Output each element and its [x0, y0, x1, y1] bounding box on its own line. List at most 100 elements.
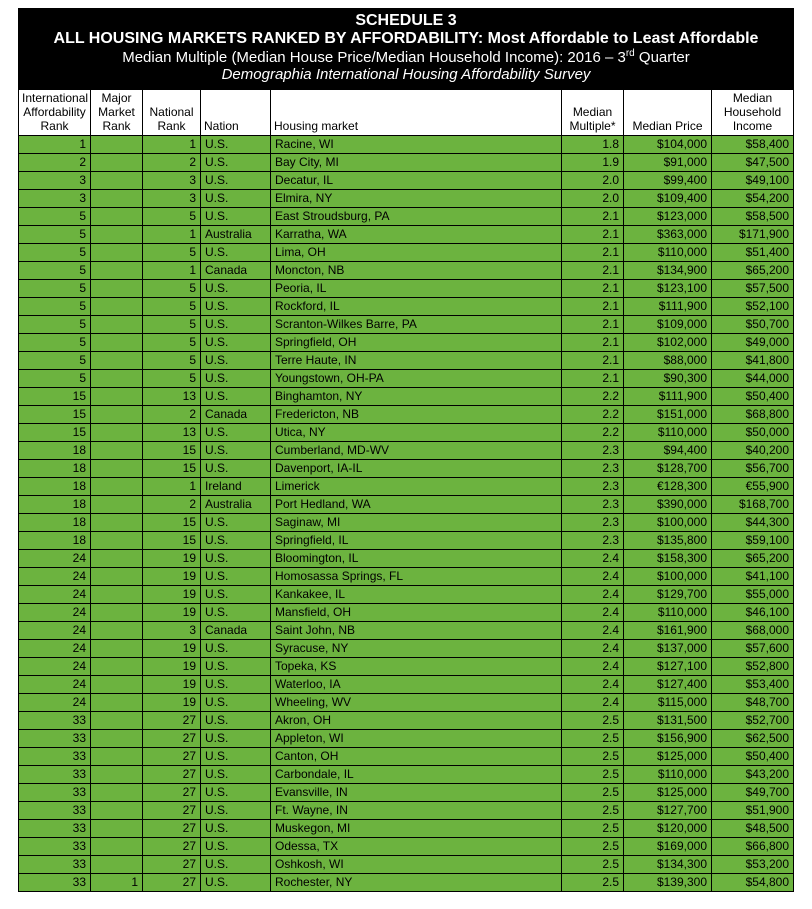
cell-nat: 5 — [143, 370, 201, 388]
cell-nation: U.S. — [201, 712, 271, 730]
cell-price: $127,700 — [624, 802, 712, 820]
cell-market: Carbondale, IL — [271, 766, 562, 784]
cell-price: $151,000 — [624, 406, 712, 424]
cell-nation: Canada — [201, 406, 271, 424]
cell-nation: U.S. — [201, 550, 271, 568]
table-row: 3327U.S.Oshkosh, WI2.5$134,300$53,200 — [19, 856, 794, 874]
table-row: 2419U.S.Topeka, KS2.4$127,100$52,800 — [19, 658, 794, 676]
cell-market: Elmira, NY — [271, 190, 562, 208]
cell-nation: U.S. — [201, 766, 271, 784]
cell-nat: 19 — [143, 658, 201, 676]
cell-nat: 27 — [143, 838, 201, 856]
cell-income: $49,100 — [712, 172, 794, 190]
cell-market: Karratha, WA — [271, 226, 562, 244]
cell-income: $51,400 — [712, 244, 794, 262]
cell-nation: U.S. — [201, 154, 271, 172]
table-row: 2419U.S.Wheeling, WV2.4$115,000$48,700 — [19, 694, 794, 712]
cell-major — [91, 244, 143, 262]
cell-price: $111,900 — [624, 298, 712, 316]
cell-nat: 15 — [143, 514, 201, 532]
cell-market: Homosassa Springs, FL — [271, 568, 562, 586]
table-row: 3327U.S.Ft. Wayne, IN2.5$127,700$51,900 — [19, 802, 794, 820]
cell-major — [91, 280, 143, 298]
cell-major — [91, 208, 143, 226]
cell-major — [91, 658, 143, 676]
cell-intl: 18 — [19, 478, 91, 496]
cell-major — [91, 730, 143, 748]
cell-major — [91, 352, 143, 370]
cell-major — [91, 568, 143, 586]
table-row: 3327U.S.Canton, OH2.5$125,000$50,400 — [19, 748, 794, 766]
cell-major — [91, 604, 143, 622]
cell-mult: 2.1 — [562, 334, 624, 352]
cell-nation: U.S. — [201, 514, 271, 532]
cell-price: $131,500 — [624, 712, 712, 730]
cell-mult: 2.4 — [562, 658, 624, 676]
table-row: 1513U.S.Utica, NY2.2$110,000$50,000 — [19, 424, 794, 442]
col-income: MedianHouseholdIncome — [712, 90, 794, 136]
table-row: 3327U.S.Akron, OH2.5$131,500$52,700 — [19, 712, 794, 730]
title: ALL HOUSING MARKETS RANKED BY AFFORDABIL… — [18, 30, 794, 48]
cell-nation: U.S. — [201, 730, 271, 748]
cell-nation: U.S. — [201, 442, 271, 460]
cell-intl: 15 — [19, 406, 91, 424]
cell-major — [91, 766, 143, 784]
cell-intl: 24 — [19, 640, 91, 658]
cell-price: $104,000 — [624, 136, 712, 154]
cell-mult: 1.9 — [562, 154, 624, 172]
cell-income: $44,300 — [712, 514, 794, 532]
cell-market: Springfield, IL — [271, 532, 562, 550]
cell-nat: 1 — [143, 262, 201, 280]
cell-nation: U.S. — [201, 820, 271, 838]
cell-nat: 15 — [143, 442, 201, 460]
cell-nation: Australia — [201, 226, 271, 244]
table-row: 55U.S.Peoria, IL2.1$123,100$57,500 — [19, 280, 794, 298]
cell-nation: U.S. — [201, 388, 271, 406]
cell-major — [91, 370, 143, 388]
cell-mult: 2.0 — [562, 172, 624, 190]
cell-major — [91, 172, 143, 190]
table-row: 55U.S.Youngstown, OH-PA2.1$90,300$44,000 — [19, 370, 794, 388]
cell-major — [91, 190, 143, 208]
cell-price: $94,400 — [624, 442, 712, 460]
cell-nat: 5 — [143, 298, 201, 316]
cell-major — [91, 550, 143, 568]
cell-price: $110,000 — [624, 424, 712, 442]
cell-intl: 33 — [19, 784, 91, 802]
cell-market: Canton, OH — [271, 748, 562, 766]
cell-market: Port Hedland, WA — [271, 496, 562, 514]
table-row: 2419U.S.Syracuse, NY2.4$137,000$57,600 — [19, 640, 794, 658]
table-row: 3327U.S.Appleton, WI2.5$156,900$62,500 — [19, 730, 794, 748]
cell-intl: 24 — [19, 676, 91, 694]
cell-nat: 2 — [143, 154, 201, 172]
cell-major — [91, 712, 143, 730]
table-row: 1513U.S.Binghamton, NY2.2$111,900$50,400 — [19, 388, 794, 406]
cell-nat: 15 — [143, 532, 201, 550]
cell-major — [91, 640, 143, 658]
cell-intl: 15 — [19, 388, 91, 406]
col-intl: InternationalAffordabilityRank — [19, 90, 91, 136]
cell-nation: U.S. — [201, 748, 271, 766]
cell-intl: 5 — [19, 298, 91, 316]
cell-nation: Australia — [201, 496, 271, 514]
cell-mult: 2.1 — [562, 244, 624, 262]
table-row: 55U.S.Rockford, IL2.1$111,900$52,100 — [19, 298, 794, 316]
cell-market: East Stroudsburg, PA — [271, 208, 562, 226]
cell-intl: 3 — [19, 190, 91, 208]
cell-nat: 13 — [143, 388, 201, 406]
cell-major — [91, 586, 143, 604]
cell-intl: 5 — [19, 280, 91, 298]
cell-major — [91, 532, 143, 550]
cell-income: $65,200 — [712, 262, 794, 280]
cell-major — [91, 460, 143, 478]
cell-major — [91, 442, 143, 460]
cell-major — [91, 622, 143, 640]
cell-major — [91, 334, 143, 352]
table-row: 1815U.S.Saginaw, MI2.3$100,000$44,300 — [19, 514, 794, 532]
cell-income: $58,400 — [712, 136, 794, 154]
cell-income: $57,600 — [712, 640, 794, 658]
cell-nation: U.S. — [201, 874, 271, 892]
table-row: 55U.S.Springfield, OH2.1$102,000$49,000 — [19, 334, 794, 352]
cell-income: $50,400 — [712, 388, 794, 406]
table-row: 33U.S.Decatur, IL2.0$99,400$49,100 — [19, 172, 794, 190]
